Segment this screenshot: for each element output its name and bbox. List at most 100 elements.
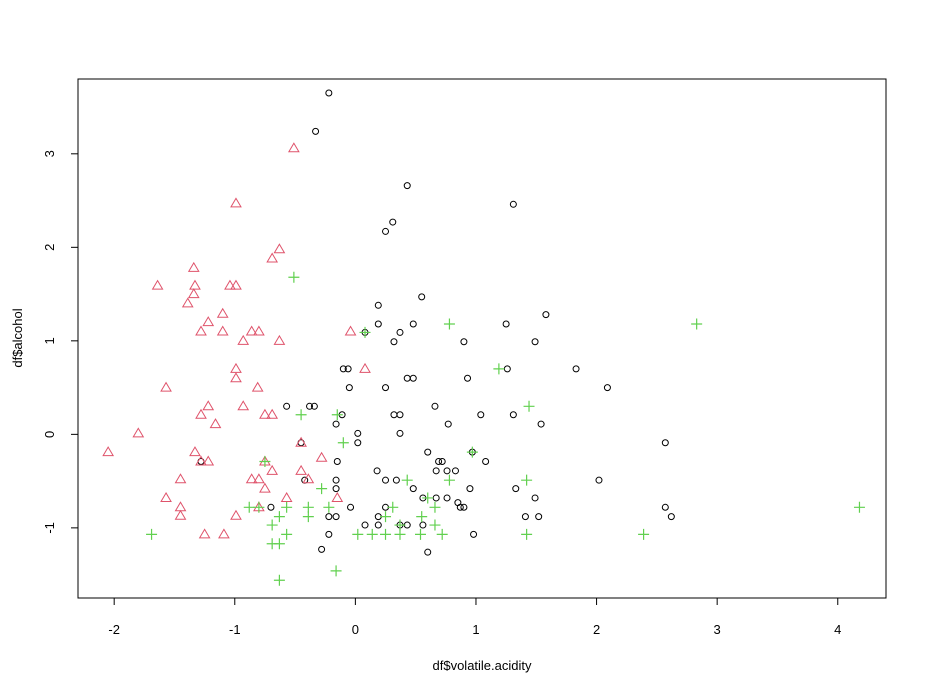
series-triangle bbox=[102, 142, 371, 539]
y-tick-label: -1 bbox=[42, 522, 57, 534]
point-circle bbox=[531, 494, 539, 502]
point-circle bbox=[392, 476, 400, 484]
point-circle bbox=[373, 467, 381, 475]
point-plus bbox=[243, 501, 255, 513]
point-circle bbox=[382, 384, 390, 392]
point-plus bbox=[380, 528, 392, 540]
point-triangle bbox=[195, 325, 207, 336]
point-circle bbox=[451, 467, 459, 475]
point-triangle bbox=[174, 473, 187, 484]
point-circle bbox=[283, 402, 291, 410]
point-triangle bbox=[216, 325, 229, 336]
point-triangle bbox=[230, 372, 242, 383]
y-tick-label: 2 bbox=[42, 244, 57, 251]
point-triangle bbox=[195, 408, 207, 419]
point-triangle bbox=[280, 491, 293, 502]
point-triangle bbox=[230, 509, 242, 520]
point-triangle bbox=[187, 261, 200, 272]
point-circle bbox=[454, 499, 462, 507]
point-plus bbox=[401, 474, 413, 486]
point-circle bbox=[354, 439, 362, 447]
point-triangle bbox=[181, 297, 194, 308]
point-plus bbox=[443, 318, 455, 330]
point-circle bbox=[595, 476, 603, 484]
point-circle bbox=[531, 338, 539, 346]
point-circle bbox=[443, 494, 451, 502]
point-triangle bbox=[195, 455, 207, 466]
point-triangle bbox=[189, 279, 201, 290]
y-axis: -1 0 1 2 3 bbox=[42, 150, 79, 534]
point-triangle bbox=[187, 288, 200, 299]
point-circle bbox=[502, 320, 510, 328]
point-triangle bbox=[331, 491, 344, 502]
point-plus bbox=[521, 474, 533, 486]
point-circle bbox=[432, 467, 440, 475]
point-circle bbox=[661, 503, 669, 511]
point-triangle bbox=[245, 473, 258, 484]
point-triangle bbox=[359, 362, 371, 373]
point-circle bbox=[509, 411, 517, 419]
point-circle bbox=[325, 530, 333, 538]
point-circle bbox=[512, 485, 520, 493]
point-plus bbox=[146, 528, 158, 540]
point-circle bbox=[396, 429, 404, 437]
point-triangle bbox=[202, 455, 215, 466]
x-tick-label: 4 bbox=[834, 622, 841, 637]
point-plus bbox=[259, 455, 271, 467]
point-circle bbox=[310, 402, 318, 410]
point-circle bbox=[332, 420, 340, 428]
y-tick-label: 3 bbox=[42, 150, 57, 157]
point-circle bbox=[509, 200, 517, 208]
point-plus bbox=[366, 528, 378, 540]
point-circle bbox=[333, 457, 341, 465]
point-plus bbox=[266, 519, 278, 531]
point-plus bbox=[316, 483, 328, 495]
point-plus bbox=[429, 519, 441, 531]
point-circle bbox=[424, 548, 432, 556]
point-circle bbox=[460, 338, 468, 346]
point-plus bbox=[394, 519, 406, 531]
point-circle bbox=[325, 89, 333, 97]
x-tick-label: 3 bbox=[714, 622, 721, 637]
point-circle bbox=[332, 513, 340, 521]
point-circle bbox=[435, 457, 443, 465]
point-circle bbox=[464, 374, 472, 382]
point-plus bbox=[691, 318, 703, 330]
point-triangle bbox=[315, 451, 328, 462]
point-circle bbox=[318, 545, 326, 553]
point-triangle bbox=[224, 279, 236, 290]
point-plus bbox=[302, 501, 314, 513]
point-triangle bbox=[237, 334, 250, 345]
point-circle bbox=[477, 411, 485, 419]
point-circle bbox=[537, 420, 545, 428]
x-axis: -2 -1 0 1 2 3 4 bbox=[108, 597, 841, 637]
point-triangle bbox=[237, 400, 250, 411]
point-triangle bbox=[230, 197, 242, 208]
point-circle bbox=[521, 513, 529, 521]
point-circle bbox=[572, 365, 580, 373]
point-triangle bbox=[102, 446, 115, 457]
point-triangle bbox=[198, 528, 211, 539]
point-plus bbox=[323, 501, 335, 513]
point-circle bbox=[306, 402, 314, 410]
point-triangle bbox=[132, 427, 145, 438]
point-plus bbox=[273, 511, 285, 523]
point-plus bbox=[380, 511, 392, 523]
x-tick-label: -2 bbox=[108, 622, 120, 637]
point-triangle bbox=[189, 446, 201, 457]
y-tick-label: 1 bbox=[42, 337, 57, 344]
point-plus bbox=[523, 400, 535, 412]
x-tick-label: -1 bbox=[229, 622, 241, 637]
point-circle bbox=[603, 384, 611, 392]
point-triangle bbox=[266, 252, 279, 263]
point-circle bbox=[466, 485, 474, 493]
x-tick-label: 0 bbox=[352, 622, 359, 637]
point-triangle bbox=[295, 436, 307, 447]
y-axis-title: df$alcohol bbox=[10, 308, 25, 367]
point-circle bbox=[409, 320, 417, 328]
point-triangle bbox=[230, 279, 242, 290]
point-triangle bbox=[160, 491, 172, 502]
point-triangle bbox=[253, 473, 265, 484]
point-plus bbox=[414, 528, 426, 540]
point-circle bbox=[325, 513, 333, 521]
